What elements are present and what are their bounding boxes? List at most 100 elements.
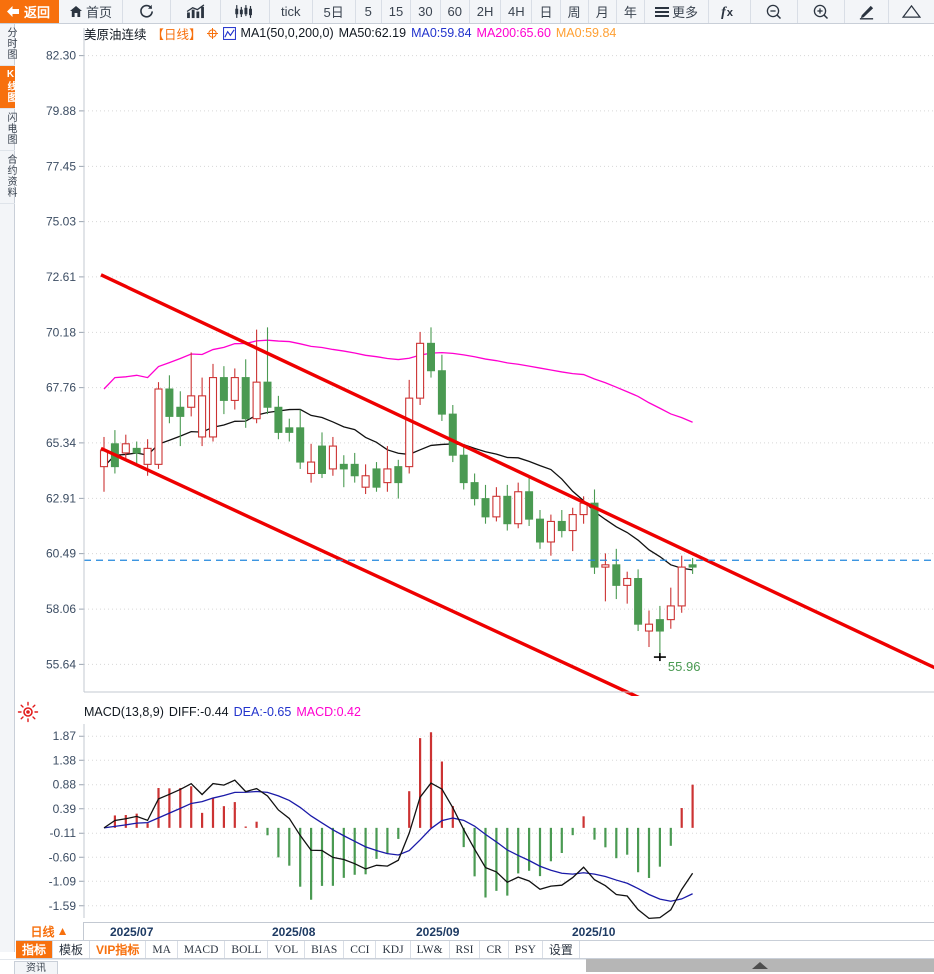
- svg-text:1.87: 1.87: [53, 729, 77, 743]
- tab-label: 5日: [323, 5, 344, 20]
- sidebar-item-timeshare-chart[interactable]: 分时图: [0, 24, 16, 66]
- macd-axis-labels: 1.87 1.38 0.88 0.39 -0.11 -0.60 -1.09 -1.59: [49, 729, 77, 913]
- svg-text:55.64: 55.64: [46, 657, 76, 671]
- date-axis-label: 2025/07: [110, 925, 154, 939]
- news-tab[interactable]: 资讯: [14, 961, 58, 974]
- tab-label: 2H: [476, 4, 494, 19]
- chart-icon: [186, 4, 205, 19]
- indicator-button-bias[interactable]: BIAS: [305, 941, 345, 958]
- indicator-button-templates[interactable]: 模板: [53, 941, 91, 958]
- zoom-in-button[interactable]: [798, 0, 845, 23]
- refresh-icon: [139, 4, 154, 19]
- tab-tick[interactable]: tick: [270, 0, 313, 23]
- indicator-button-vip-indicators[interactable]: VIP指标: [90, 941, 147, 958]
- sidebar-item-kline-chart[interactable]: K线图: [0, 66, 16, 109]
- tab-30min[interactable]: 30: [411, 0, 441, 23]
- crosshair-icon[interactable]: [206, 27, 218, 39]
- ma50-value: MA50:62.19: [338, 26, 407, 40]
- brightness-icon[interactable]: [17, 701, 39, 723]
- tab-yearly[interactable]: 年: [617, 0, 645, 23]
- indicator-button-cr[interactable]: CR: [480, 941, 509, 958]
- svg-text:-1.59: -1.59: [49, 899, 77, 913]
- sidebar-item-contract-info[interactable]: 合约资料: [0, 151, 16, 204]
- svg-text:f: f: [721, 4, 727, 19]
- pencil-icon: [858, 4, 875, 20]
- indicator-button-cci[interactable]: CCI: [344, 941, 377, 958]
- svg-text:82.30: 82.30: [46, 49, 76, 63]
- chart-area[interactable]: 美原油连续 【日线】 MA1(50,0,200,0) MA50:62.19 MA…: [16, 24, 934, 974]
- hamburger-icon: [654, 6, 669, 18]
- tab-label: 15: [388, 4, 404, 19]
- home-button[interactable]: 首页: [59, 0, 124, 23]
- period-label: 【日线】: [151, 27, 202, 42]
- price-chart-svg[interactable]: 82.30 79.88 77.45 75.03 72.61 70.18 67.76 65.34…: [16, 24, 934, 696]
- svg-text:79.88: 79.88: [46, 104, 76, 118]
- indicator-button-ma[interactable]: MA: [146, 941, 178, 958]
- macd-dea-value: DEA:-0.65: [233, 705, 292, 719]
- tab-daily[interactable]: 日: [532, 0, 561, 23]
- indicator-button-kdj[interactable]: KDJ: [376, 941, 411, 958]
- refresh-button[interactable]: [123, 0, 172, 23]
- indicator-button-indicators[interactable]: 指标: [16, 941, 54, 958]
- svg-text:0.88: 0.88: [53, 778, 77, 792]
- sidebar-item-lightning-chart[interactable]: 闪电图: [0, 109, 16, 151]
- back-button[interactable]: 返回: [0, 0, 60, 23]
- tab-label: 日: [539, 5, 553, 20]
- svg-text:65.34: 65.34: [46, 436, 76, 450]
- tab-4hour[interactable]: 4H: [501, 0, 533, 23]
- indicator-button-vol[interactable]: VOL: [268, 941, 306, 958]
- macd-chart-svg[interactable]: 1.87 1.38 0.88 0.39 -0.11 -0.60 -1.09 -1.59: [16, 696, 934, 922]
- macd-dea-line: [103, 790, 693, 902]
- indicator-button-macd[interactable]: MACD: [178, 941, 226, 958]
- indicator-bar: 指标 模板 VIP指标 MA MACD BOLL VOL BIAS CCI KDJ LW& RSI CR…: [16, 940, 934, 959]
- tab-weekly[interactable]: 周: [561, 0, 589, 23]
- tab-label: 4H: [507, 4, 525, 19]
- sidebar-item-label: 合约资料: [5, 154, 16, 198]
- draw-button[interactable]: [845, 0, 889, 23]
- indicator-button-boll[interactable]: BOLL: [225, 941, 269, 958]
- low-price-annotation: 55.96: [653, 653, 701, 674]
- macd-histogram: [113, 732, 694, 900]
- macd-macd-value: MACD:0.42: [296, 705, 361, 719]
- tab-monthly[interactable]: 月: [589, 0, 617, 23]
- trendline-overlays: [84, 273, 934, 696]
- tab-5day[interactable]: 5日: [313, 0, 356, 23]
- svg-text:67.76: 67.76: [46, 381, 76, 395]
- candlestick-button[interactable]: [221, 0, 271, 23]
- date-axis-label: 2025/08: [272, 925, 316, 939]
- tab-15min[interactable]: 15: [382, 0, 412, 23]
- back-arrow-icon: [6, 5, 21, 18]
- tab-label: 月: [595, 5, 609, 20]
- tab-label: 周: [567, 5, 581, 20]
- indicator-button-lwr[interactable]: LW&: [411, 941, 450, 958]
- caret-up-icon: ▲: [56, 924, 69, 938]
- ma-config-icon[interactable]: [222, 26, 236, 40]
- tab-label: 60: [447, 4, 462, 19]
- zoom-out-button[interactable]: [751, 0, 798, 23]
- horizontal-scrollbar[interactable]: [586, 959, 934, 972]
- price-panel-header: 美原油连续 【日线】 MA1(50,0,200,0) MA50:62.19 MA…: [84, 24, 616, 42]
- svg-text:70.18: 70.18: [46, 325, 76, 339]
- indicator-button-rsi[interactable]: RSI: [450, 941, 481, 958]
- line-chart-button[interactable]: [171, 0, 222, 23]
- ma200-line: [103, 339, 693, 423]
- scroll-caret-icon: [752, 962, 768, 969]
- top-toolbar: 返回 首页: [0, 0, 934, 24]
- indicator-button-settings[interactable]: 设置: [543, 941, 580, 958]
- svg-text:-0.60: -0.60: [49, 850, 77, 864]
- zoom-in-icon: [813, 4, 829, 20]
- svg-text:55.96: 55.96: [668, 659, 701, 674]
- more-button[interactable]: 更多: [645, 0, 709, 23]
- shape-button[interactable]: [889, 0, 934, 23]
- tab-2hour[interactable]: 2H: [470, 0, 502, 23]
- tab-5min[interactable]: 5: [356, 0, 382, 23]
- svg-text:1.38: 1.38: [53, 753, 77, 767]
- back-label: 返回: [24, 5, 51, 20]
- indicator-button-psy[interactable]: PSY: [509, 941, 543, 958]
- period-selector[interactable]: 日线 ▲: [16, 922, 84, 940]
- tab-60min[interactable]: 60: [441, 0, 470, 23]
- price-gridlines: [79, 55, 934, 665]
